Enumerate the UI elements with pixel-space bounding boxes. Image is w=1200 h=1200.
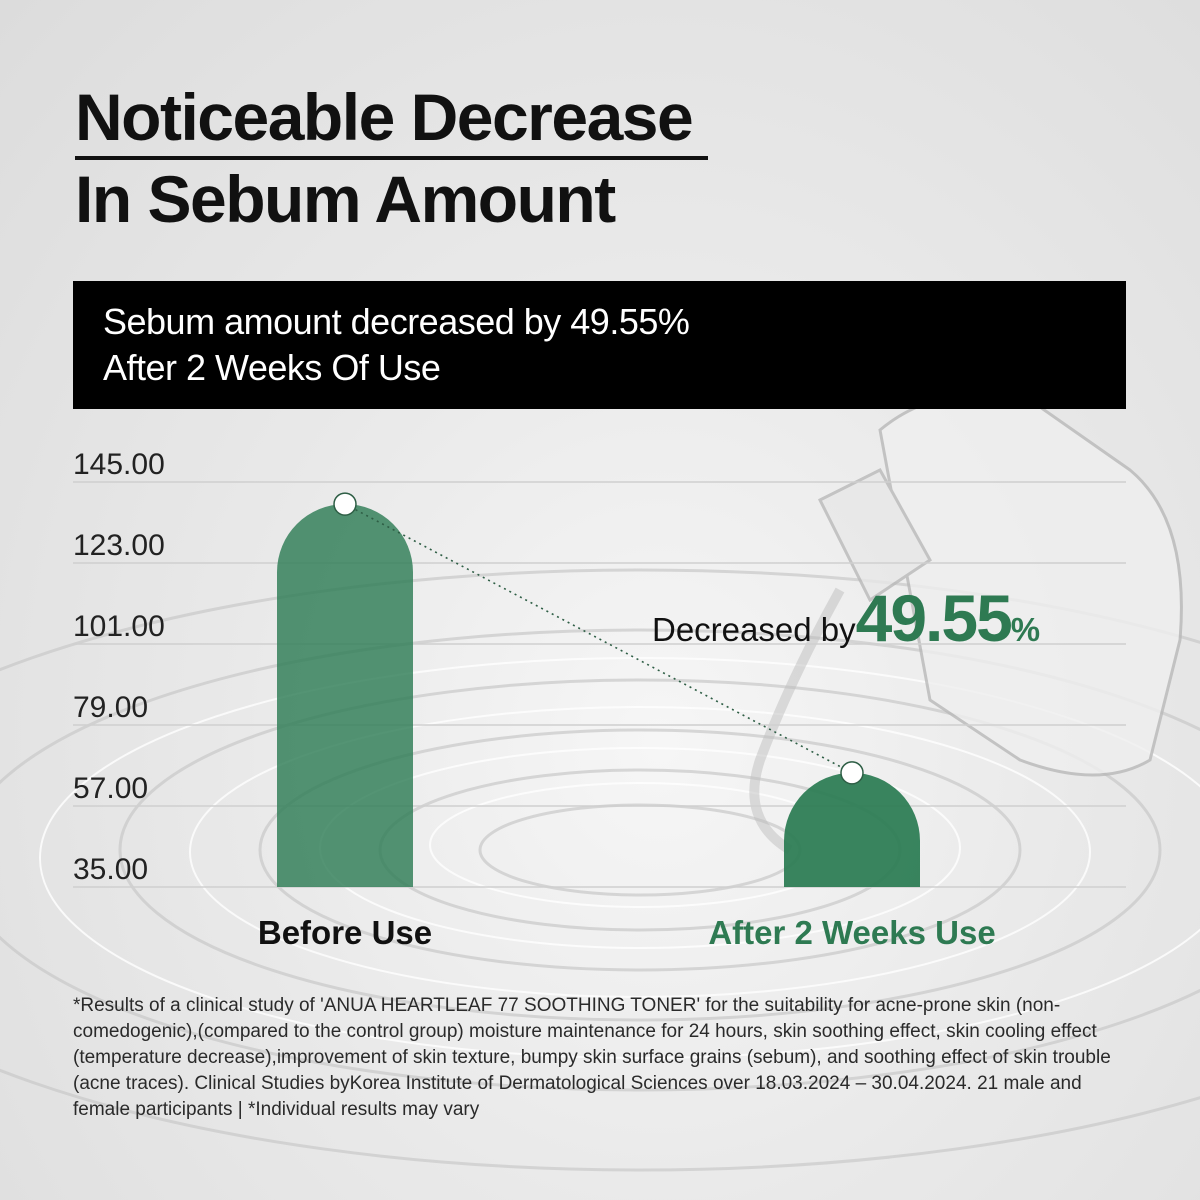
title-line-1: Noticeable Decrease (75, 78, 709, 160)
bar-top-marker (840, 761, 864, 785)
annotation-value: 49.55 (855, 581, 1013, 655)
y-tick-label: 79.00 (73, 691, 148, 724)
banner-line-1: Sebum amount decreased by 49.55% (103, 301, 690, 342)
page-title: Noticeable Decrease In Sebum Amount (75, 78, 709, 238)
x-category-label: Before Use (258, 914, 432, 951)
y-tick-label: 101.00 (73, 610, 165, 643)
title-line-2: In Sebum Amount (75, 162, 616, 236)
subtitle-banner: Sebum amount decreased by 49.55% After 2… (73, 281, 1126, 409)
y-tick-label: 57.00 (73, 772, 148, 805)
y-tick-label: 145.00 (73, 448, 165, 481)
annotation-unit: % (1010, 611, 1041, 648)
x-category-label: After 2 Weeks Use (708, 914, 995, 951)
bar-top-marker (333, 492, 357, 516)
clinical-footnote: *Results of a clinical study of 'ANUA HE… (73, 995, 1111, 1120)
bar-before-use (277, 504, 413, 887)
annotation-prefix: Decreased by (652, 611, 856, 648)
y-tick-label: 35.00 (73, 853, 148, 886)
bar-after-2-weeks-use (784, 772, 920, 887)
decrease-annotation: Decreased by49.55% (652, 580, 1040, 656)
banner-line-2: After 2 Weeks Of Use (103, 347, 441, 388)
y-tick-label: 123.00 (73, 529, 165, 562)
